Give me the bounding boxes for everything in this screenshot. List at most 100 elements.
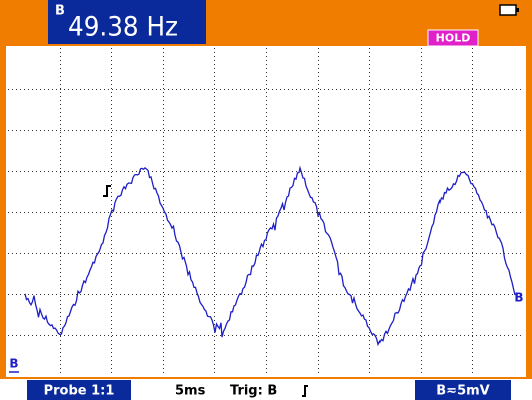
grid-dot [111, 344, 112, 345]
grid-dot [272, 294, 273, 295]
grid-dot [252, 335, 253, 336]
grid-dot [421, 356, 422, 357]
grid-dot [464, 171, 465, 172]
grid-dot [12, 335, 13, 336]
grid-dot [318, 372, 319, 373]
grid-dot [220, 89, 221, 90]
grid-dot [240, 171, 241, 172]
grid-dot [96, 130, 97, 131]
grid-dot [163, 128, 164, 129]
grid-dot [421, 72, 422, 73]
grid-dot [348, 171, 349, 172]
grid-dot [80, 89, 81, 90]
grid-dot [472, 160, 473, 161]
grid-dot [472, 304, 473, 305]
grid-dot [132, 212, 133, 213]
grid-dot [332, 212, 333, 213]
grid-dot [318, 84, 319, 85]
grid-dot [76, 171, 77, 172]
grid-dot [300, 212, 301, 213]
grid-dot [228, 253, 229, 254]
grid-dot [266, 56, 267, 57]
grid-dot [216, 89, 217, 90]
grid-dot [36, 335, 37, 336]
grid-dot [80, 294, 81, 295]
grid-dot [12, 253, 13, 254]
grid-dot [208, 253, 209, 254]
grid-dot [16, 171, 17, 172]
grid-dot [308, 130, 309, 131]
grid-dot [36, 212, 37, 213]
grid-dot [164, 89, 165, 90]
grid-dot [318, 360, 319, 361]
grid-dot [60, 308, 61, 309]
grid-dot [266, 256, 267, 257]
grid-dot [266, 96, 267, 97]
grid-dot [318, 204, 319, 205]
grid-dot [112, 89, 113, 90]
grid-dot [328, 294, 329, 295]
grid-dot [214, 120, 215, 121]
grid-dot [111, 132, 112, 133]
grid-dot [200, 294, 201, 295]
grid-dot [416, 89, 417, 90]
grid-dot [472, 348, 473, 349]
grid-dot [188, 171, 189, 172]
grid-dot [20, 212, 21, 213]
grid-dot [214, 76, 215, 77]
grid-dot [472, 100, 473, 101]
grid-dot [392, 294, 393, 295]
grid-dot [196, 89, 197, 90]
grid-dot [60, 100, 61, 101]
grid-dot [421, 108, 422, 109]
grid-dot [460, 335, 461, 336]
grid-dot [152, 212, 153, 213]
grid-dot [318, 156, 319, 157]
grid-dot [208, 294, 209, 295]
grid-dot [512, 212, 513, 213]
grid-dot [336, 130, 337, 131]
grid-dot [8, 89, 9, 90]
grid-dot [60, 72, 61, 73]
grid-dot [156, 130, 157, 131]
grid-dot [214, 276, 215, 277]
grid-dot [318, 264, 319, 265]
grid-dot [472, 360, 473, 361]
grid-dot [308, 253, 309, 254]
grid-dot [111, 264, 112, 265]
grid-dot [24, 130, 25, 131]
grid-dot [266, 172, 267, 173]
grid-dot [292, 335, 293, 336]
grid-dot [316, 89, 317, 90]
grid-dot [266, 352, 267, 353]
grid-dot [112, 212, 113, 213]
grid-dot [8, 253, 9, 254]
grid-dot [421, 76, 422, 77]
grid-dot [266, 68, 267, 69]
grid [8, 48, 521, 373]
grid-dot [369, 220, 370, 221]
grid-dot [460, 212, 461, 213]
grid-dot [163, 360, 164, 361]
grid-dot [318, 172, 319, 173]
grid-dot [408, 253, 409, 254]
grid-dot [214, 300, 215, 301]
grid-dot [472, 216, 473, 217]
grid-dot [111, 104, 112, 105]
grid-dot [172, 212, 173, 213]
grid-dot [288, 294, 289, 295]
grid-dot [421, 128, 422, 129]
grid-dot [268, 171, 269, 172]
grid-dot [318, 220, 319, 221]
grid-dot [480, 171, 481, 172]
grid-dot [421, 372, 422, 373]
grid-dot [440, 212, 441, 213]
grid-dot [163, 280, 164, 281]
grid-dot [464, 130, 465, 131]
grid-dot [84, 89, 85, 90]
grid-dot [156, 294, 157, 295]
grid-dot [484, 335, 485, 336]
grid-dot [369, 56, 370, 57]
grid-dot [492, 294, 493, 295]
grid-dot [496, 335, 497, 336]
